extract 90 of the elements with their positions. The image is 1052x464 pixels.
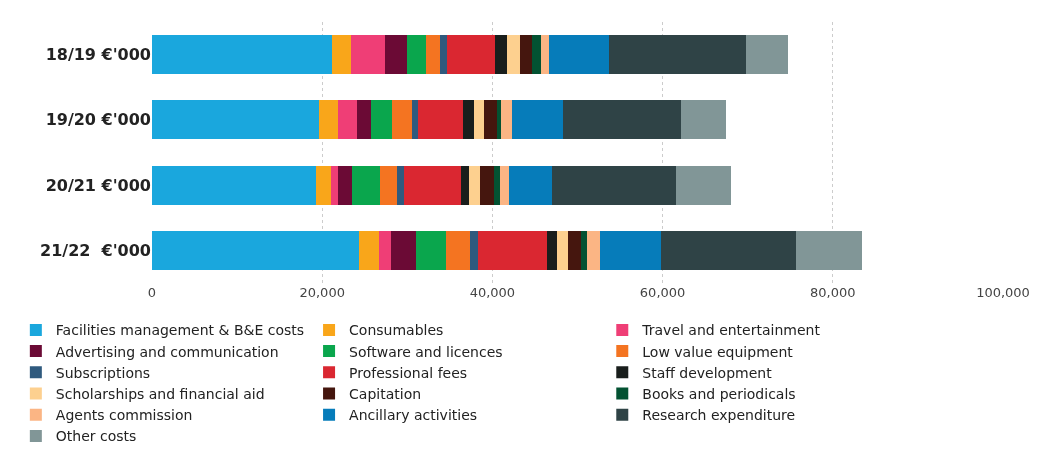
bar — [567, 230, 582, 270]
bar — [680, 100, 727, 140]
legend-label: Facilities management & B&E costs — [55, 322, 305, 339]
bar — [675, 165, 731, 205]
bar — [446, 35, 495, 75]
bar — [446, 230, 471, 270]
bar — [519, 35, 533, 75]
legend-label: Advertising and communication — [55, 343, 279, 360]
bar — [379, 165, 397, 205]
bar — [469, 165, 481, 205]
bar — [318, 100, 339, 140]
bar — [497, 100, 501, 140]
bar — [338, 165, 352, 205]
legend-label: Ancillary activities — [349, 407, 478, 424]
bar — [330, 165, 339, 205]
bar — [415, 230, 447, 270]
bar — [411, 100, 419, 140]
legend-label: Agents commission — [55, 407, 193, 424]
bar — [460, 165, 470, 205]
bar — [470, 230, 478, 270]
bar — [152, 165, 316, 205]
legend-label: Capitation — [349, 385, 422, 402]
legend-label: Scholarships and financial aid — [55, 385, 265, 402]
legend-label: Professional fees — [349, 364, 468, 381]
y-tick-label: 20/21 €'000 — [45, 175, 151, 195]
bar — [390, 230, 416, 270]
x-tick-label: 80,000 — [810, 285, 856, 300]
x-tick-label: 60,000 — [639, 285, 686, 300]
bar — [532, 35, 541, 75]
bar — [385, 35, 407, 75]
bar — [440, 35, 447, 75]
bar — [540, 35, 549, 75]
bar — [586, 230, 600, 270]
bar — [499, 165, 509, 205]
bar — [477, 230, 547, 270]
bar — [508, 165, 552, 205]
legend-label: Consumables — [349, 322, 444, 339]
bar — [152, 100, 319, 140]
bar — [463, 100, 475, 140]
bar — [746, 35, 788, 75]
bar — [370, 100, 393, 140]
bar — [338, 100, 358, 140]
bar — [546, 230, 557, 270]
x-tick-label: 20,000 — [299, 285, 345, 300]
legend-label: Low value equipment — [642, 343, 794, 360]
legend-label: Staff development — [642, 364, 773, 381]
bar — [357, 100, 371, 140]
y-tick-label: 19/20 €'000 — [45, 110, 151, 130]
bar — [406, 35, 427, 75]
legend-label: Books and periodicals — [642, 385, 796, 402]
y-tick-label: 18/19 €'000 — [45, 45, 151, 65]
bar — [152, 35, 332, 75]
bar — [397, 165, 404, 205]
bar — [599, 230, 661, 270]
bar — [474, 100, 484, 140]
x-tick-label: 100,000 — [976, 285, 1030, 300]
bar — [480, 165, 495, 205]
bar — [608, 35, 746, 75]
bar — [350, 35, 385, 75]
bar — [796, 230, 862, 270]
bar — [506, 35, 520, 75]
legend-label: Subscriptions — [55, 364, 151, 381]
bar — [403, 165, 461, 205]
bar — [378, 230, 391, 270]
bar — [494, 35, 507, 75]
x-tick-label: 0 — [147, 285, 157, 300]
x-tick-label: 40,000 — [469, 285, 516, 300]
bar — [556, 230, 568, 270]
bar — [418, 100, 464, 140]
legend-label: Research expenditure — [642, 407, 796, 424]
bar — [494, 165, 500, 205]
bar — [551, 165, 676, 205]
bar — [315, 165, 331, 205]
bar — [548, 35, 609, 75]
bar — [331, 35, 351, 75]
bar — [483, 100, 497, 140]
bar — [392, 100, 412, 140]
bar — [351, 165, 380, 205]
legend-label: Travel and entertainment — [641, 322, 821, 339]
bar — [500, 100, 512, 140]
bar — [426, 35, 441, 75]
legend-label: Software and licences — [349, 343, 503, 360]
bar — [152, 230, 359, 270]
legend-label: Other costs — [55, 428, 137, 445]
bar — [358, 230, 379, 270]
bar — [660, 230, 797, 270]
y-tick-label: 21/22 €'000 — [40, 240, 151, 260]
bar — [563, 100, 681, 140]
bar — [511, 100, 564, 140]
bar — [581, 230, 587, 270]
